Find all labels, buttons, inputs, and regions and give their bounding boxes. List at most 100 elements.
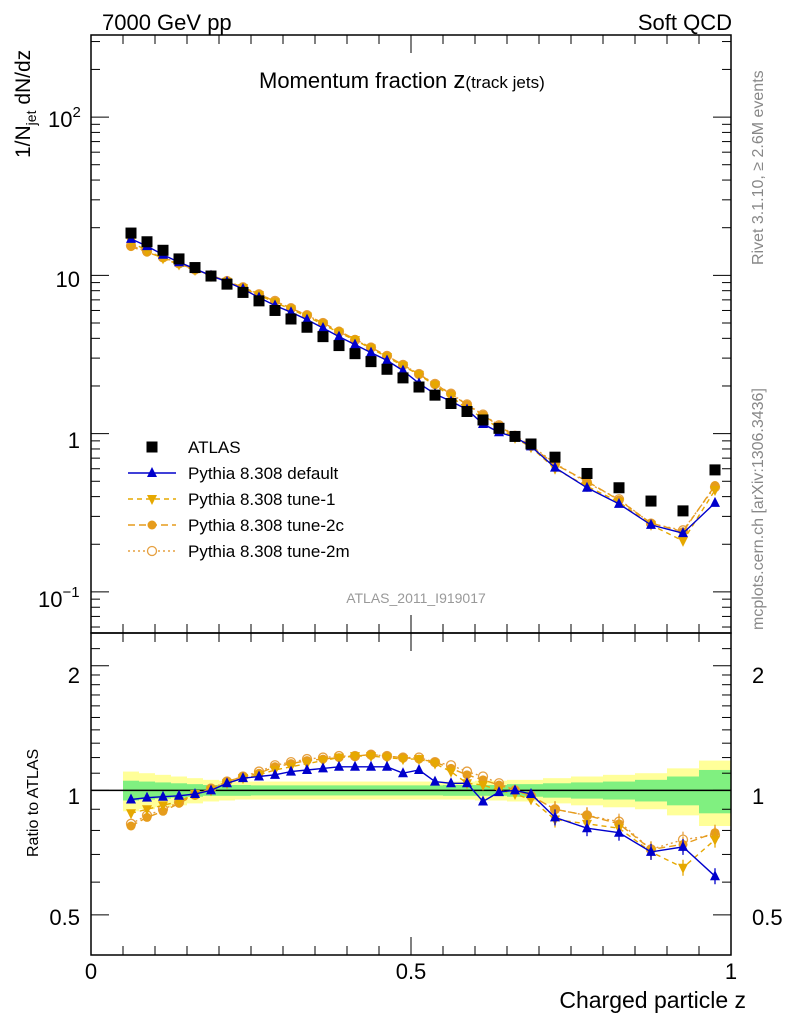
ratio-point-pythia-8-308-default bbox=[526, 787, 536, 798]
main-frame bbox=[90, 34, 732, 634]
ratio-point-pythia-8-308-default bbox=[710, 870, 720, 881]
point-atlas bbox=[333, 340, 345, 352]
ratio-point-pythia-8-308-tune-1 bbox=[398, 755, 408, 766]
mcplots-label: mcplots.cern.ch [arXiv:1306.3436] bbox=[750, 388, 767, 630]
point-atlas bbox=[269, 304, 281, 316]
ytick-0.1: 10−1 bbox=[38, 584, 80, 612]
legend-marker bbox=[147, 495, 157, 505]
xtick-0.5: 0.5 bbox=[396, 959, 427, 984]
ratio-point-pythia-8-308-tune-1 bbox=[710, 835, 720, 846]
ratio-point-pythia-8-308-tune-1 bbox=[158, 801, 168, 812]
legend-entry-pythia-8-308-tune-2m: Pythia 8.308 tune-2m bbox=[128, 542, 350, 561]
ratio-point-pythia-8-308-tune-1 bbox=[446, 767, 456, 778]
point-pythia-8-308-default bbox=[614, 497, 624, 508]
point-atlas bbox=[645, 495, 657, 507]
legend-label: Pythia 8.308 tune-2m bbox=[188, 542, 350, 561]
xtick-1: 1 bbox=[725, 959, 737, 984]
point-atlas bbox=[461, 405, 473, 417]
ratio-point-pythia-8-308-tune-1 bbox=[478, 781, 488, 792]
point-pythia-8-308-default bbox=[678, 527, 688, 538]
point-atlas bbox=[493, 422, 505, 434]
ratio-point-pythia-8-308-default bbox=[174, 789, 184, 800]
ratio-point-pythia-8-308-tune-1 bbox=[678, 863, 688, 874]
ratio-point-pythia-8-308-default bbox=[430, 775, 440, 786]
rivet-label: Rivet 3.1.10, ≥ 2.6M events bbox=[750, 70, 767, 265]
legend-entry-atlas: ATLAS bbox=[146, 438, 241, 457]
ratio-point-pythia-8-308-default bbox=[238, 772, 248, 783]
header-right: Soft QCD bbox=[638, 10, 732, 35]
ratio-point-pythia-8-308-default bbox=[206, 784, 216, 795]
main-plot-content bbox=[125, 227, 721, 547]
point-pythia-8-308-default bbox=[318, 321, 328, 332]
ratio-ytick-0.5-right: 0.5 bbox=[752, 905, 783, 930]
point-atlas bbox=[237, 286, 249, 298]
ratio-point-pythia-8-308-default bbox=[190, 787, 200, 798]
point-atlas bbox=[253, 295, 265, 307]
ratio-point-pythia-8-308-default bbox=[222, 777, 232, 788]
main-panel: 102 10 1 10−1 1/Njet dN/dz Momentum frac… bbox=[12, 34, 732, 634]
point-pythia-8-308-default bbox=[710, 496, 720, 507]
ratio-ytick-2-left: 2 bbox=[68, 663, 80, 688]
legend-label: Pythia 8.308 default bbox=[188, 464, 339, 483]
ratio-line-pythia-8-308-default bbox=[130, 766, 716, 877]
point-pythia-8-308-default bbox=[366, 346, 376, 357]
legend-label: Pythia 8.308 tune-1 bbox=[188, 490, 335, 509]
ratio-point-pythia-8-308-tune-1 bbox=[318, 756, 328, 767]
point-atlas bbox=[301, 321, 313, 333]
ratio-series-pythia-8-308-default bbox=[126, 760, 720, 885]
ratio-point-pythia-8-308-tune-1 bbox=[366, 752, 376, 763]
ratio-axis-ticks bbox=[90, 633, 732, 956]
legend-marker bbox=[146, 441, 158, 453]
ratio-ytick-1-right: 1 bbox=[752, 784, 764, 809]
ratio-point-pythia-8-308-default bbox=[550, 811, 560, 822]
ratio-ytick-1-left: 1 bbox=[68, 784, 80, 809]
plot-title: Momentum fraction z(track jets) bbox=[259, 67, 545, 94]
ratio-point-pythia-8-308-tune-2c bbox=[462, 770, 472, 780]
ratio-point-pythia-8-308-tune-2c bbox=[550, 804, 560, 814]
point-pythia-8-308-default bbox=[334, 330, 344, 341]
legend-label: ATLAS bbox=[188, 438, 241, 457]
ratio-ytick-0.5-left: 0.5 bbox=[49, 905, 80, 930]
point-atlas bbox=[157, 244, 169, 256]
ratio-point-pythia-8-308-default bbox=[646, 845, 656, 856]
ratio-point-pythia-8-308-default bbox=[366, 760, 376, 771]
ytick-100: 102 bbox=[48, 104, 81, 132]
ratio-point-pythia-8-308-default bbox=[270, 768, 280, 779]
legend-marker bbox=[147, 467, 157, 477]
ratio-y-label: Ratio to ATLAS bbox=[25, 749, 42, 857]
ratio-point-pythia-8-308-tune-2c bbox=[582, 810, 592, 820]
ratio-panel: 2 1 0.5 2 1 0.5 Ratio to ATLAS 0 0.5 1 C… bbox=[25, 632, 783, 1013]
ratio-point-pythia-8-308-default bbox=[678, 840, 688, 851]
point-atlas bbox=[709, 464, 721, 476]
ratio-point-pythia-8-308-default bbox=[462, 777, 472, 788]
point-atlas bbox=[525, 438, 537, 450]
point-atlas bbox=[413, 381, 425, 393]
ratio-point-pythia-8-308-tune-1 bbox=[526, 795, 536, 806]
ratio-point-pythia-8-308-tune-1 bbox=[334, 753, 344, 764]
legend-marker bbox=[146, 545, 158, 557]
point-pythia-8-308-default bbox=[302, 313, 312, 324]
ratio-point-pythia-8-308-default bbox=[478, 795, 488, 806]
point-atlas bbox=[397, 372, 409, 384]
ytick-1: 1 bbox=[68, 428, 80, 453]
ratio-point-pythia-8-308-default bbox=[142, 791, 152, 802]
point-pythia-8-308-tune-1 bbox=[710, 486, 720, 497]
ratio-ytick-2-right: 2 bbox=[752, 663, 764, 688]
ratio-point-pythia-8-308-default bbox=[318, 762, 328, 773]
point-atlas bbox=[141, 236, 153, 248]
point-atlas bbox=[445, 398, 457, 410]
ratio-point-pythia-8-308-default bbox=[398, 767, 408, 778]
xtick-0: 0 bbox=[85, 959, 97, 984]
legend-label: Pythia 8.308 tune-2c bbox=[188, 516, 344, 535]
ratio-point-pythia-8-308-default bbox=[158, 790, 168, 801]
ratio-point-pythia-8-308-tune-1 bbox=[350, 752, 360, 763]
point-atlas bbox=[549, 451, 561, 463]
ratio-point-pythia-8-308-default bbox=[126, 793, 136, 804]
ytick-10: 10 bbox=[56, 267, 80, 292]
point-pythia-8-308-tune-1 bbox=[414, 370, 424, 381]
point-pythia-8-308-default bbox=[398, 364, 408, 375]
ratio-point-pythia-8-308-default bbox=[446, 777, 456, 788]
point-atlas bbox=[677, 505, 689, 517]
point-pythia-8-308-default bbox=[382, 354, 392, 365]
